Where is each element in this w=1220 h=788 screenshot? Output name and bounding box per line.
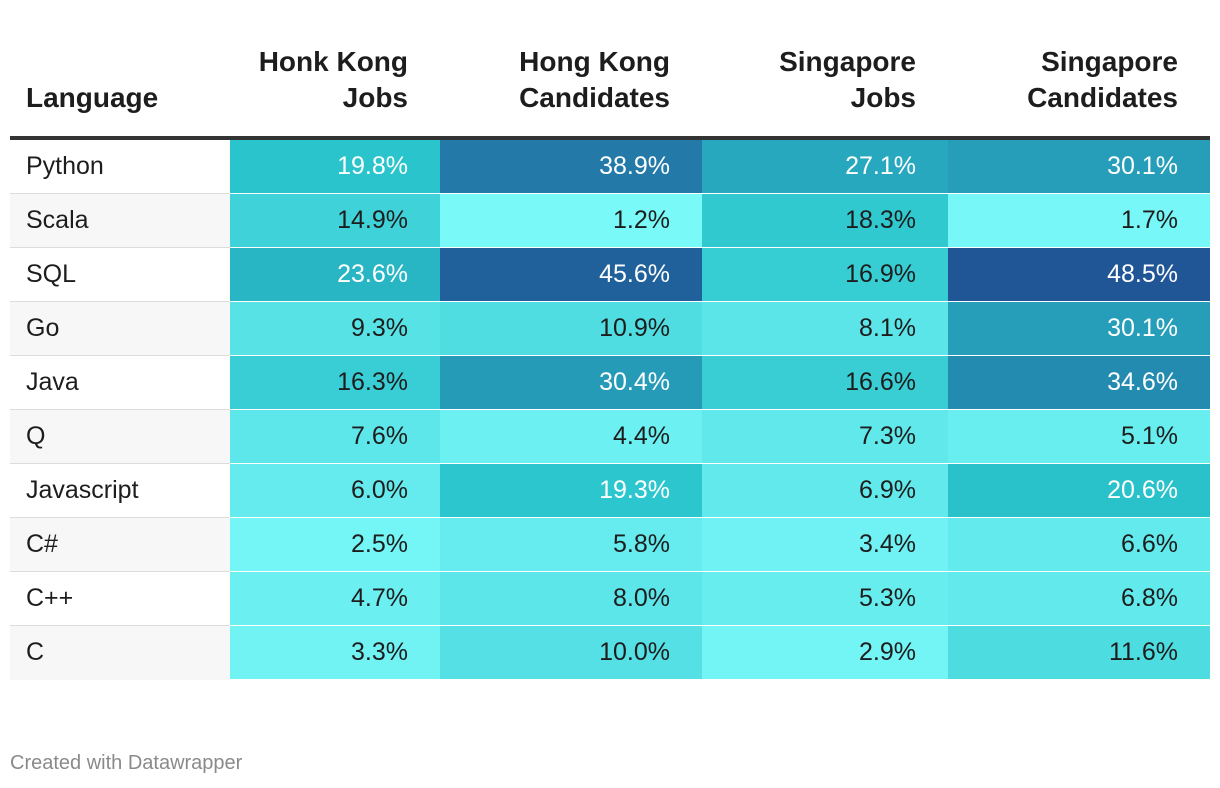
value-cell: 8.0% xyxy=(440,571,702,626)
value-cell: 4.7% xyxy=(230,571,440,626)
value-cell: 5.1% xyxy=(948,409,1210,464)
table-row: C# 2.5% 5.8% 3.4% 6.6% xyxy=(10,517,1210,572)
value-cell: 30.1% xyxy=(948,138,1210,194)
value-cell: 2.5% xyxy=(230,517,440,572)
value-cell: 10.9% xyxy=(440,301,702,356)
table-row: Javascript 6.0% 19.3% 6.9% 20.6% xyxy=(10,463,1210,518)
table-row: C++ 4.7% 8.0% 5.3% 6.8% xyxy=(10,571,1210,626)
table-body: Python 19.8% 38.9% 27.1% 30.1% Scala 14.9% 1.2%… xyxy=(10,138,1210,680)
table-row: Q 7.6% 4.4% 7.3% 5.1% xyxy=(10,409,1210,464)
value-cell: 11.6% xyxy=(948,625,1210,680)
value-cell: 27.1% xyxy=(702,138,948,194)
value-cell: 4.4% xyxy=(440,409,702,464)
footer-credit: Created with Datawrapper xyxy=(10,752,243,774)
value-cell: 18.3% xyxy=(702,193,948,248)
value-cell: 34.6% xyxy=(948,355,1210,410)
table-row: C 3.3% 10.0% 2.9% 11.6% xyxy=(10,625,1210,680)
value-cell: 45.6% xyxy=(440,247,702,302)
language-cell: Java xyxy=(10,355,230,410)
value-cell: 6.8% xyxy=(948,571,1210,626)
value-cell: 8.1% xyxy=(702,301,948,356)
value-cell: 19.8% xyxy=(230,138,440,194)
language-cell: Python xyxy=(10,138,230,194)
language-cell: C xyxy=(10,625,230,680)
value-cell: 20.6% xyxy=(948,463,1210,518)
value-cell: 9.3% xyxy=(230,301,440,356)
language-cell: C# xyxy=(10,517,230,572)
value-cell: 14.9% xyxy=(230,193,440,248)
column-header-language: Language xyxy=(26,82,159,113)
heatmap-table: Language Honk Kong Jobs Hong Kong Candid… xyxy=(10,10,1210,680)
column-header-hk-jobs: Honk Kong Jobs xyxy=(258,46,408,113)
language-cell: Go xyxy=(10,301,230,356)
table-row: Java 16.3% 30.4% 16.6% 34.6% xyxy=(10,355,1210,410)
table-row: Go 9.3% 10.9% 8.1% 30.1% xyxy=(10,301,1210,356)
value-cell: 16.3% xyxy=(230,355,440,410)
value-cell: 2.9% xyxy=(702,625,948,680)
value-cell: 19.3% xyxy=(440,463,702,518)
table-row: Scala 14.9% 1.2% 18.3% 1.7% xyxy=(10,193,1210,248)
value-cell: 23.6% xyxy=(230,247,440,302)
table-row: Python 19.8% 38.9% 27.1% 30.1% xyxy=(10,138,1210,194)
header-row: Language Honk Kong Jobs Hong Kong Candid… xyxy=(10,10,1210,138)
value-cell: 6.9% xyxy=(702,463,948,518)
value-cell: 16.6% xyxy=(702,355,948,410)
value-cell: 38.9% xyxy=(440,138,702,194)
language-cell: Javascript xyxy=(10,463,230,518)
language-cell: Q xyxy=(10,409,230,464)
column-header-hk-candidates: Hong Kong Candidates xyxy=(519,46,670,113)
column-header-sg-jobs: Singapore Jobs xyxy=(779,46,916,113)
value-cell: 30.4% xyxy=(440,355,702,410)
value-cell: 7.3% xyxy=(702,409,948,464)
language-cell: C++ xyxy=(10,571,230,626)
value-cell: 6.6% xyxy=(948,517,1210,572)
value-cell: 5.3% xyxy=(702,571,948,626)
table-row: SQL 23.6% 45.6% 16.9% 48.5% xyxy=(10,247,1210,302)
column-header-sg-candidates: Singapore Candidates xyxy=(1027,46,1178,113)
value-cell: 3.4% xyxy=(702,517,948,572)
value-cell: 1.7% xyxy=(948,193,1210,248)
value-cell: 3.3% xyxy=(230,625,440,680)
value-cell: 6.0% xyxy=(230,463,440,518)
language-cell: SQL xyxy=(10,247,230,302)
value-cell: 48.5% xyxy=(948,247,1210,302)
value-cell: 16.9% xyxy=(702,247,948,302)
value-cell: 10.0% xyxy=(440,625,702,680)
value-cell: 7.6% xyxy=(230,409,440,464)
value-cell: 30.1% xyxy=(948,301,1210,356)
value-cell: 5.8% xyxy=(440,517,702,572)
language-cell: Scala xyxy=(10,193,230,248)
value-cell: 1.2% xyxy=(440,193,702,248)
